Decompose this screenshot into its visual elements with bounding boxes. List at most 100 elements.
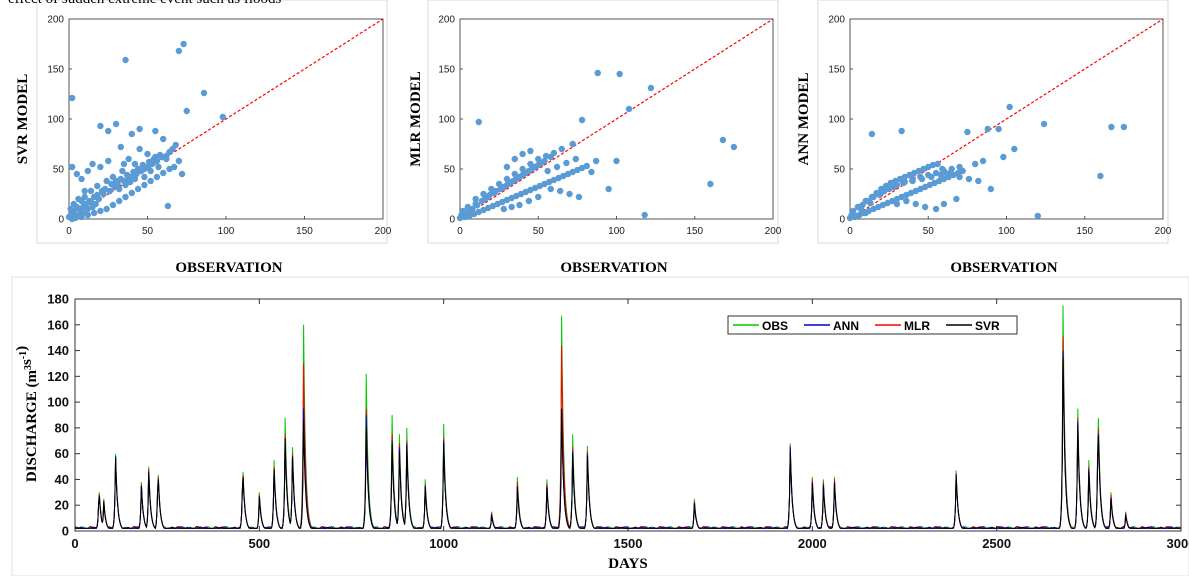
scatter-point: [123, 171, 131, 179]
scatter-point: [995, 125, 1002, 133]
x-tick-label: 200: [1155, 226, 1172, 237]
scatter-point: [898, 127, 905, 135]
scatter-point: [480, 190, 487, 198]
scatter-point: [153, 173, 161, 181]
y-axis-label: ANN MODEL: [796, 73, 812, 166]
legend-label-ann: ANN: [833, 319, 859, 333]
scatter-point: [175, 47, 183, 55]
ts-x-tick-label: 1000: [429, 536, 458, 551]
x-axis-label: OBSERVATION: [560, 260, 667, 276]
y-tick-label: 150: [438, 65, 455, 76]
legend: OBS ANN MLR SVR: [727, 315, 1018, 335]
scatter-point: [103, 205, 110, 213]
scatter-point: [130, 168, 137, 176]
scatter-point: [72, 214, 79, 222]
scatter-point: [486, 191, 493, 199]
scatter-point: [144, 150, 151, 158]
ts-x-tick-label: 2500: [982, 536, 1011, 551]
scatter-point: [150, 155, 157, 163]
scatter-point: [122, 193, 129, 201]
scatter-point: [169, 145, 176, 153]
ylabel-superscript: 3: [23, 365, 34, 370]
ts-x-tick-label: 500: [248, 536, 270, 551]
scatter-point: [531, 163, 539, 171]
scatter-point: [511, 155, 518, 163]
scatter-point: [979, 157, 987, 165]
scatter-point: [94, 191, 101, 199]
scatter-point: [921, 203, 929, 211]
scatter-point: [136, 125, 143, 133]
scatter-point: [939, 165, 946, 173]
ts-y-tick-label: 120: [47, 369, 69, 384]
scatter-point: [519, 171, 526, 179]
scatter-point: [1034, 212, 1042, 220]
scatter-point: [116, 185, 123, 193]
scatter-point: [868, 193, 876, 201]
x-tick-label: 50: [533, 226, 545, 237]
y-tick-label: 200: [828, 15, 845, 26]
y-tick-label: 0: [449, 215, 455, 226]
ts-y-tick-label: 160: [47, 317, 69, 332]
scatter-point: [890, 183, 898, 191]
x-tick-label: 50: [923, 226, 935, 237]
reference-line: [459, 18, 774, 220]
scatter-point: [900, 179, 907, 187]
scatter-point: [78, 175, 85, 183]
scatter-point: [647, 84, 655, 92]
scatter-point: [97, 122, 104, 130]
y-tick-label: 50: [834, 165, 846, 176]
scatter-point: [987, 185, 995, 193]
scatter-point: [141, 173, 148, 181]
x-tick-label: 150: [1076, 226, 1093, 237]
scatter-point: [1006, 103, 1013, 111]
scatter-point: [97, 163, 104, 171]
scatter-point: [547, 185, 554, 193]
scatter-point: [101, 185, 109, 193]
scatter-point: [965, 175, 973, 183]
scatter-point: [556, 187, 564, 195]
scatter-point: [538, 159, 545, 167]
ts-y-axis-label: DISCHARGE (m3s-1): [14, 346, 40, 482]
scatter-point: [893, 200, 901, 208]
scatter-point: [94, 182, 101, 190]
scatter-point: [117, 143, 125, 151]
scatter-point: [160, 169, 167, 177]
scatter-point: [155, 163, 162, 171]
scatter-point: [575, 193, 583, 201]
scatter-point: [475, 118, 482, 126]
scatter-point: [128, 189, 135, 197]
scatter-point: [78, 213, 85, 221]
scatter-point: [492, 187, 500, 195]
scatter-point: [147, 167, 154, 175]
scatter-point: [964, 128, 971, 136]
scatter-point: [87, 187, 95, 195]
scatter-point: [467, 207, 475, 215]
scatter-point: [519, 150, 526, 158]
y-tick-label: 200: [47, 15, 64, 26]
legend-box: [727, 315, 1018, 335]
x-tick-label: 100: [218, 226, 235, 237]
reference-line: [68, 18, 384, 220]
scatter-point: [719, 136, 727, 144]
legend-label-obs: OBS: [762, 319, 788, 333]
scatter-point: [730, 143, 738, 151]
scatter-point: [527, 160, 534, 168]
y-tick-label: 0: [839, 215, 845, 226]
scatter-point: [544, 167, 551, 175]
scatter-point: [912, 200, 919, 208]
scatter-point: [503, 163, 511, 171]
scatter-point: [946, 169, 954, 177]
x-tick-label: 150: [686, 226, 703, 237]
scatter-panel-svr: 0 50 100 150 200 0 50 100 150 200 OBSERVATION SVR M…: [15, 0, 392, 276]
y-tick-label: 50: [53, 165, 65, 176]
scatter-point: [117, 175, 125, 183]
scatter-point: [956, 173, 963, 181]
scatter-point: [918, 175, 926, 183]
scatter-point: [569, 140, 576, 148]
scatter-point: [90, 209, 98, 217]
scatter-point: [953, 195, 960, 203]
scatter-point: [147, 177, 154, 185]
scatter-point: [109, 201, 117, 209]
